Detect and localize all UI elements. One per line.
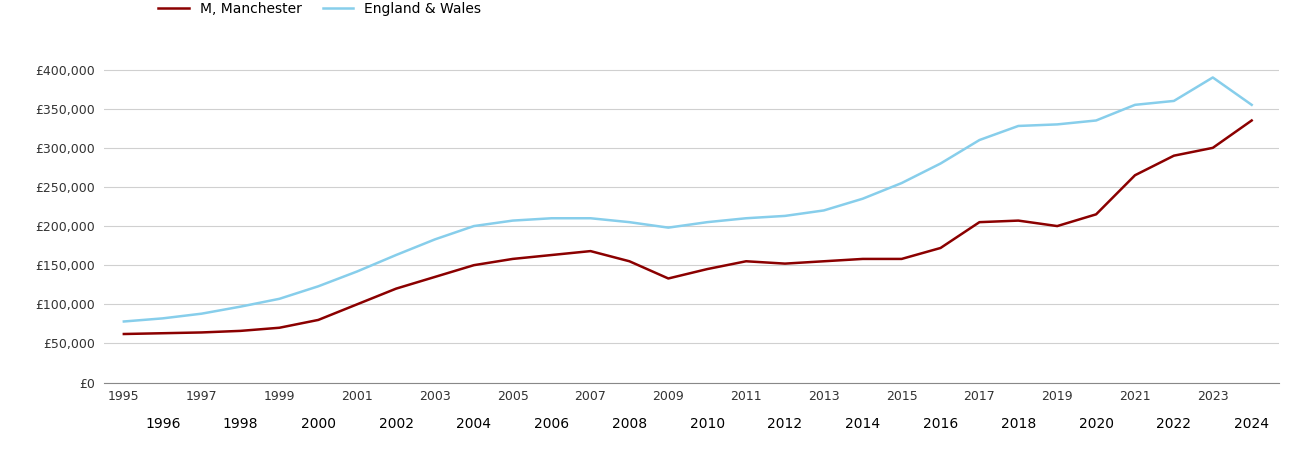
M, Manchester [660, 276, 676, 281]
M, Manchester [350, 302, 365, 307]
England & Wales [466, 223, 482, 229]
England & Wales [816, 208, 831, 213]
England & Wales [778, 213, 793, 219]
England & Wales [933, 161, 949, 166]
England & Wales [1049, 122, 1065, 127]
England & Wales [232, 304, 248, 309]
M, Manchester [778, 261, 793, 266]
M, Manchester [972, 220, 988, 225]
M, Manchester [894, 256, 910, 261]
M, Manchester [1167, 153, 1182, 158]
M, Manchester [1010, 218, 1026, 223]
England & Wales [699, 220, 715, 225]
M, Manchester [739, 259, 754, 264]
England & Wales [311, 284, 326, 289]
England & Wales [739, 216, 754, 221]
M, Manchester [155, 330, 171, 336]
M, Manchester [1049, 223, 1065, 229]
M, Manchester [699, 266, 715, 272]
England & Wales [155, 315, 171, 321]
M, Manchester [1205, 145, 1220, 151]
England & Wales [1010, 123, 1026, 129]
England & Wales [1244, 102, 1259, 108]
Line: M, Manchester: M, Manchester [124, 121, 1251, 334]
England & Wales [116, 319, 132, 324]
England & Wales [660, 225, 676, 230]
Line: England & Wales: England & Wales [124, 77, 1251, 321]
M, Manchester [271, 325, 287, 330]
M, Manchester [583, 248, 599, 254]
M, Manchester [466, 262, 482, 268]
M, Manchester [1088, 212, 1104, 217]
England & Wales [427, 237, 442, 242]
England & Wales [194, 311, 210, 316]
M, Manchester [933, 245, 949, 251]
England & Wales [1128, 102, 1143, 108]
M, Manchester [816, 259, 831, 264]
M, Manchester [427, 274, 442, 279]
England & Wales [583, 216, 599, 221]
England & Wales [389, 252, 405, 258]
M, Manchester [116, 331, 132, 337]
M, Manchester [1128, 172, 1143, 178]
England & Wales [271, 296, 287, 302]
M, Manchester [505, 256, 521, 261]
M, Manchester [389, 286, 405, 291]
England & Wales [1167, 98, 1182, 104]
England & Wales [855, 196, 870, 202]
England & Wales [1088, 118, 1104, 123]
M, Manchester [232, 328, 248, 333]
England & Wales [350, 269, 365, 274]
England & Wales [894, 180, 910, 186]
M, Manchester [621, 259, 637, 264]
M, Manchester [855, 256, 870, 261]
M, Manchester [311, 317, 326, 323]
England & Wales [544, 216, 560, 221]
M, Manchester [194, 330, 210, 335]
M, Manchester [544, 252, 560, 258]
M, Manchester [1244, 118, 1259, 123]
England & Wales [1205, 75, 1220, 80]
Legend: M, Manchester, England & Wales: M, Manchester, England & Wales [158, 2, 482, 16]
England & Wales [972, 137, 988, 143]
England & Wales [505, 218, 521, 223]
England & Wales [621, 220, 637, 225]
